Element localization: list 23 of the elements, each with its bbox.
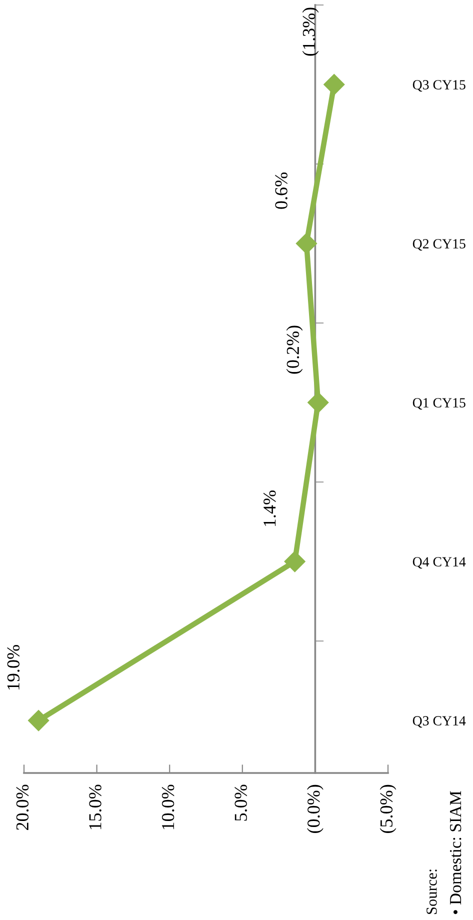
data-label: (0.2%) [286, 326, 303, 374]
x-tick-label: (5.0%) [380, 784, 396, 833]
y-tick-label: Q3 CY15 [412, 80, 466, 92]
data-label: 0.6% [275, 172, 288, 209]
point [324, 74, 345, 96]
x-tick-label: 10.0% [162, 784, 174, 830]
data-label: 1.4% [264, 490, 276, 526]
x-tick-label: (0.0%) [307, 784, 324, 833]
y-tick-label: Q1 CY15 [412, 398, 466, 410]
source-note: Source: [426, 870, 437, 914]
x-tick-label: 5.0% [234, 784, 247, 821]
point [308, 392, 329, 414]
x-tick-label: 15.0% [89, 784, 102, 830]
x-tick-label: 20.0% [16, 784, 29, 830]
y-tick-label: Q3 CY14 [412, 716, 466, 728]
point [284, 551, 306, 572]
y-tick-label: Q2 CY15 [412, 239, 466, 251]
point [28, 710, 50, 732]
point [296, 232, 317, 254]
data-label: 19.0% [7, 645, 20, 690]
data-label: (1.3%) [302, 8, 319, 56]
y-tick-label: Q4 CY14 [412, 557, 466, 569]
text: • Domestic: SIAM [450, 791, 462, 914]
